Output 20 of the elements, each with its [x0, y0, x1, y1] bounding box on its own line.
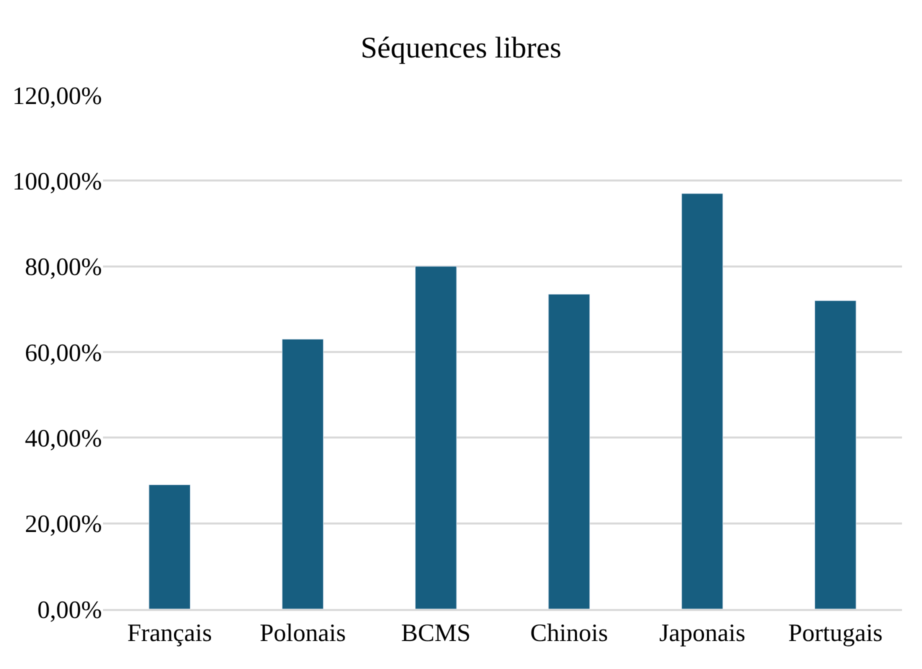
x-tick-label: Français [127, 620, 212, 647]
bar [282, 338, 324, 609]
bar [681, 193, 724, 609]
bar [814, 300, 856, 609]
bar [548, 294, 590, 609]
y-tick-label: 40,00% [24, 425, 102, 452]
y-tick-label: 60,00% [24, 340, 102, 367]
y-tick-label: 120,00% [12, 82, 102, 110]
y-tick-label: 80,00% [24, 254, 102, 282]
x-tick-label: Portugais [788, 620, 883, 647]
y-tick-label: 20,00% [24, 511, 102, 538]
bar [415, 266, 457, 609]
y-tick-label: 0,00% [37, 596, 102, 624]
x-tick-label: Polonais [260, 620, 346, 647]
chart-title: Séquences libres [360, 31, 562, 64]
x-tick-label: Japonais [659, 620, 746, 647]
y-tick-label: 100,00% [12, 168, 102, 196]
x-tick-label: BCMS [401, 620, 471, 647]
x-tick-label: Chinois [530, 620, 608, 647]
bar [148, 484, 190, 609]
